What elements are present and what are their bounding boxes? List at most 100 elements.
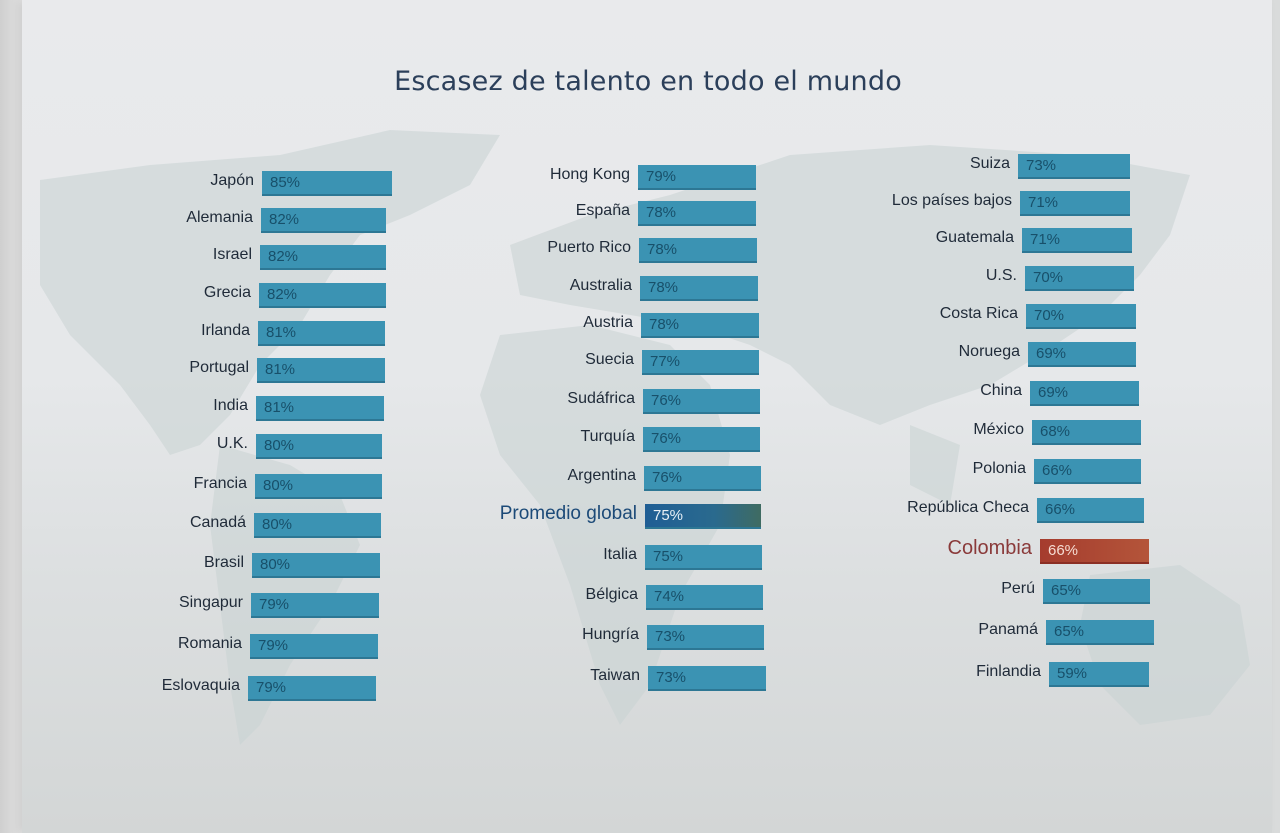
paper-edge: [0, 0, 24, 833]
country-label: Hong Kong: [549, 166, 630, 183]
value-label: 68%: [1040, 423, 1071, 440]
value-label: 79%: [256, 679, 287, 696]
country-label: Noruega: [958, 343, 1020, 360]
value-label: 79%: [258, 637, 289, 654]
value-label: 79%: [646, 168, 677, 185]
value-bar: 71%: [1020, 191, 1130, 216]
value-bar: 78%: [641, 313, 759, 338]
value-bar: 82%: [260, 245, 386, 270]
country-label: China: [980, 382, 1022, 399]
value-bar: 65%: [1043, 579, 1150, 604]
value-label: 82%: [267, 286, 298, 303]
country-label: República Checa: [907, 499, 1029, 516]
value-bar: 71%: [1022, 228, 1132, 253]
value-label: 73%: [656, 669, 687, 686]
value-label: 59%: [1057, 665, 1088, 682]
value-label: 78%: [647, 241, 678, 258]
value-bar: 78%: [639, 238, 757, 263]
country-label: U.S.: [985, 267, 1017, 284]
country-label: España: [575, 202, 630, 219]
value-label: 82%: [269, 211, 300, 228]
value-bar: 65%: [1046, 620, 1154, 645]
value-label: 73%: [655, 628, 686, 645]
value-bar: 66%: [1037, 498, 1144, 523]
value-label: 80%: [262, 516, 293, 533]
country-label: Australia: [569, 277, 632, 294]
value-label: 71%: [1030, 231, 1061, 248]
country-label: Austria: [583, 314, 633, 331]
value-bar: 79%: [638, 165, 756, 190]
value-bar: 79%: [251, 593, 379, 618]
country-label: Costa Rica: [939, 305, 1018, 322]
country-label: Francia: [193, 475, 247, 492]
value-label: 80%: [264, 437, 295, 454]
country-label: Eslovaquia: [161, 677, 240, 694]
country-label: Bélgica: [585, 586, 638, 603]
value-label: 70%: [1033, 269, 1064, 286]
value-label: 78%: [649, 316, 680, 333]
country-label: Perú: [1001, 580, 1035, 597]
country-label: Finlandia: [976, 663, 1041, 680]
value-bar: 85%: [262, 171, 392, 196]
value-bar: 69%: [1030, 381, 1139, 406]
value-bar: 82%: [259, 283, 386, 308]
country-label: Brasil: [203, 554, 244, 571]
value-bar: 69%: [1028, 342, 1136, 367]
value-bar: 77%: [642, 350, 759, 375]
value-bar: 78%: [640, 276, 758, 301]
country-label: Alemania: [186, 209, 253, 226]
value-label: 81%: [265, 361, 296, 378]
value-label: 76%: [651, 392, 682, 409]
global-average-bar: 75%: [645, 504, 761, 529]
value-bar: 80%: [255, 474, 382, 499]
value-label: 66%: [1048, 542, 1079, 559]
value-bar: 73%: [1018, 154, 1130, 179]
chart-title: Escasez de talento en todo el mundo: [394, 66, 902, 97]
value-label: 85%: [270, 174, 301, 191]
country-label: Grecia: [203, 284, 251, 301]
highlighted-value-bar: 66%: [1040, 539, 1149, 564]
country-label: México: [973, 421, 1024, 438]
value-label: 77%: [650, 353, 681, 370]
country-label: Singapur: [178, 594, 243, 611]
country-label: Panamá: [978, 621, 1038, 638]
country-label: Los países bajos: [891, 192, 1012, 209]
value-bar: 73%: [648, 666, 766, 691]
value-bar: 81%: [256, 396, 384, 421]
value-bar: 76%: [644, 466, 761, 491]
country-label: Romania: [177, 635, 242, 652]
country-label: Suiza: [969, 155, 1010, 172]
value-label: 70%: [1034, 307, 1065, 324]
country-label: Irlanda: [201, 322, 250, 339]
value-label: 66%: [1045, 501, 1076, 518]
value-label: 75%: [653, 507, 684, 524]
country-label: Sudáfrica: [567, 390, 635, 407]
value-label: 73%: [1026, 157, 1057, 174]
value-bar: 81%: [257, 358, 385, 383]
value-bar: 59%: [1049, 662, 1149, 687]
country-label: Portugal: [189, 359, 249, 376]
value-label: 81%: [264, 399, 295, 416]
value-label: 69%: [1036, 345, 1067, 362]
country-label: Puerto Rico: [547, 239, 631, 256]
value-label: 80%: [260, 556, 291, 573]
value-label: 74%: [654, 588, 685, 605]
value-label: 80%: [263, 477, 294, 494]
value-label: 78%: [646, 204, 677, 221]
value-bar: 80%: [254, 513, 381, 538]
country-label: Hungría: [582, 626, 639, 643]
country-label: Israel: [212, 246, 252, 263]
country-label: India: [213, 397, 248, 414]
value-bar: 78%: [638, 201, 756, 226]
country-label: Taiwan: [590, 667, 640, 684]
global-average-label: Promedio global: [499, 503, 637, 524]
country-label: Suecia: [585, 351, 634, 368]
value-bar: 76%: [643, 389, 760, 414]
value-bar: 68%: [1032, 420, 1141, 445]
value-label: 76%: [651, 430, 682, 447]
value-bar: 70%: [1025, 266, 1134, 291]
country-label: Argentina: [567, 467, 637, 484]
value-label: 66%: [1042, 462, 1073, 479]
country-label: Turquía: [580, 428, 635, 445]
value-bar: 80%: [256, 434, 382, 459]
